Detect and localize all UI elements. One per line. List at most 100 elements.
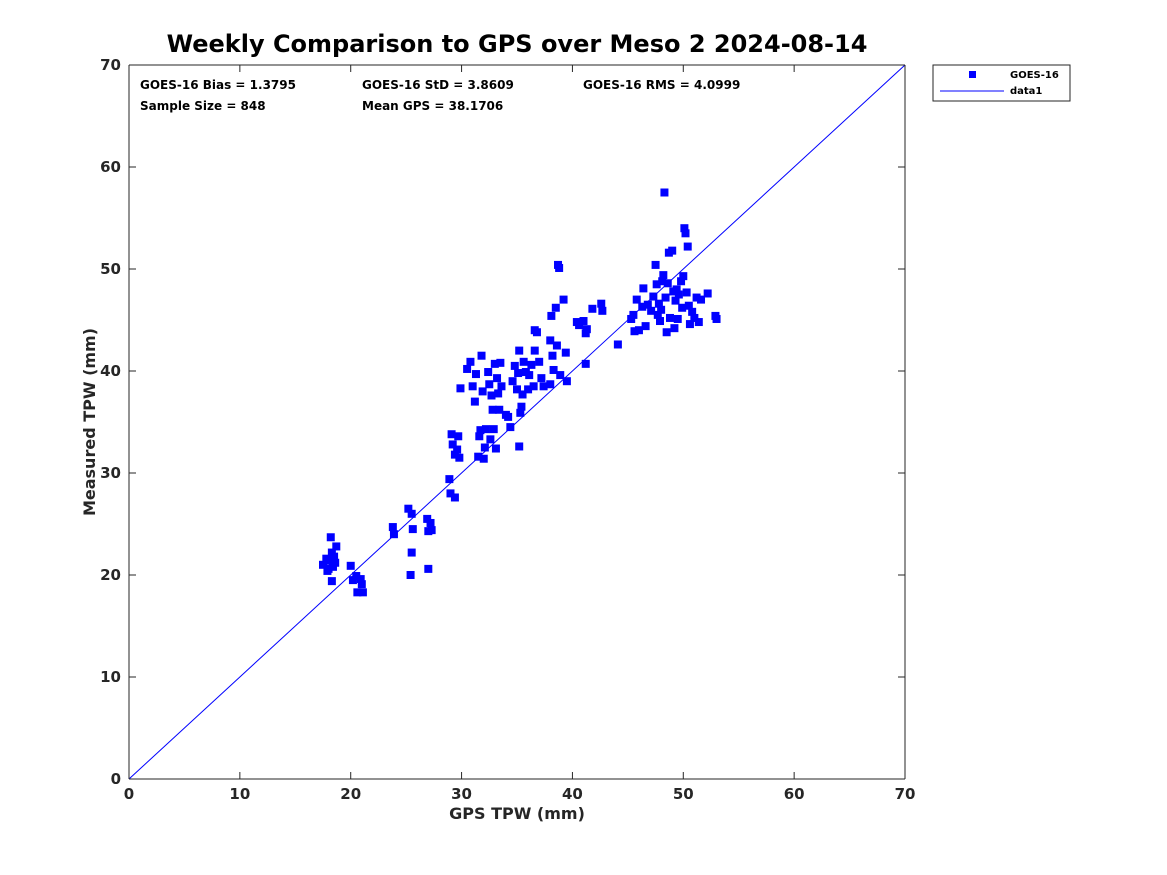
- data-point: [561, 348, 570, 357]
- data-point: [484, 368, 493, 377]
- data-point: [582, 325, 591, 334]
- data-point: [510, 361, 519, 370]
- data-point: [518, 390, 527, 399]
- data-point: [647, 306, 656, 315]
- data-point: [424, 564, 433, 573]
- data-point: [332, 542, 341, 551]
- legend-label-goes16: GOES-16: [1010, 70, 1059, 81]
- data-point: [692, 293, 701, 302]
- data-point: [651, 260, 660, 269]
- data-point: [456, 384, 465, 393]
- data-point: [641, 322, 650, 331]
- data-point: [481, 425, 490, 434]
- chart-title: Weekly Comparison to GPS over Meso 2 202…: [167, 30, 868, 58]
- stat-std: GOES-16 StD = 3.8609: [362, 78, 514, 92]
- data-point: [712, 314, 721, 323]
- data-point: [683, 242, 692, 251]
- data-point: [680, 224, 689, 233]
- data-point: [423, 514, 432, 523]
- data-point: [661, 293, 670, 302]
- data-point: [634, 326, 643, 335]
- data-point: [681, 229, 690, 238]
- data-point: [658, 277, 667, 286]
- legend: GOES-16 data1: [932, 64, 1071, 102]
- data-point: [326, 533, 335, 542]
- data-point: [407, 509, 416, 518]
- data-point: [537, 374, 546, 383]
- data-point: [319, 560, 327, 569]
- data-point: [328, 562, 337, 571]
- data-point: [353, 588, 362, 597]
- data-point: [466, 357, 475, 366]
- data-point: [327, 577, 336, 586]
- data-point: [668, 246, 677, 255]
- legend-marker-goes16: [969, 71, 976, 78]
- data-point: [665, 313, 674, 322]
- x-tick-label: 40: [562, 785, 583, 803]
- data-point: [535, 357, 544, 366]
- data-point: [445, 475, 454, 484]
- data-point: [548, 351, 557, 360]
- data-point: [551, 303, 560, 312]
- data-point: [470, 397, 479, 406]
- data-point: [575, 321, 584, 330]
- data-point: [690, 313, 699, 322]
- data-point: [480, 443, 489, 452]
- data-point: [493, 374, 502, 383]
- data-point: [358, 588, 367, 597]
- data-point: [455, 453, 464, 462]
- data-point: [581, 329, 590, 338]
- data-point: [446, 489, 455, 498]
- data-point: [547, 311, 556, 320]
- data-point: [476, 426, 485, 435]
- data-point: [516, 408, 525, 417]
- x-tick-label: 10: [229, 785, 250, 803]
- data-point: [323, 566, 332, 575]
- data-point: [555, 263, 564, 272]
- data-point: [588, 304, 597, 313]
- data-point: [486, 435, 495, 444]
- y-tick-label: 30: [100, 464, 121, 482]
- data-point: [485, 380, 494, 389]
- data-point: [552, 341, 561, 350]
- data-point: [556, 371, 565, 380]
- data-point: [515, 442, 524, 451]
- y-tick-label: 0: [111, 770, 121, 788]
- stat-rms: GOES-16 RMS = 4.0999: [583, 78, 740, 92]
- data-point: [697, 295, 706, 304]
- data-point: [453, 445, 462, 454]
- data-point: [490, 359, 499, 368]
- points-layer: [319, 188, 721, 597]
- x-tick-label: 0: [124, 785, 134, 803]
- data-point: [463, 364, 472, 373]
- data-point: [426, 518, 435, 527]
- data-point: [474, 452, 483, 461]
- data-point: [559, 295, 568, 304]
- y-tick-label: 40: [100, 362, 121, 380]
- data-point: [643, 300, 652, 309]
- data-point: [630, 327, 639, 336]
- data-point: [657, 305, 666, 314]
- data-point: [388, 523, 397, 532]
- data-point: [495, 405, 504, 414]
- legend-box: [932, 64, 1071, 102]
- data-point: [688, 307, 697, 316]
- x-tick-label: 30: [451, 785, 472, 803]
- y-tick-label: 20: [100, 566, 121, 584]
- ticks-layer: 0 10 20 30 40 50 60 70 0 10 20 30 40 50 60 70: [100, 56, 915, 803]
- data-point: [674, 290, 683, 299]
- series-line-data1: [128, 64, 906, 780]
- data-point: [407, 548, 416, 557]
- data-point: [678, 303, 687, 312]
- data-point: [478, 387, 487, 396]
- data-point: [671, 296, 680, 305]
- data-point: [539, 382, 548, 391]
- data-point: [325, 556, 334, 565]
- data-point: [682, 288, 691, 297]
- data-point: [352, 572, 361, 581]
- data-point: [404, 504, 413, 513]
- data-point: [506, 423, 515, 432]
- data-point: [488, 405, 497, 414]
- data-point: [525, 371, 534, 380]
